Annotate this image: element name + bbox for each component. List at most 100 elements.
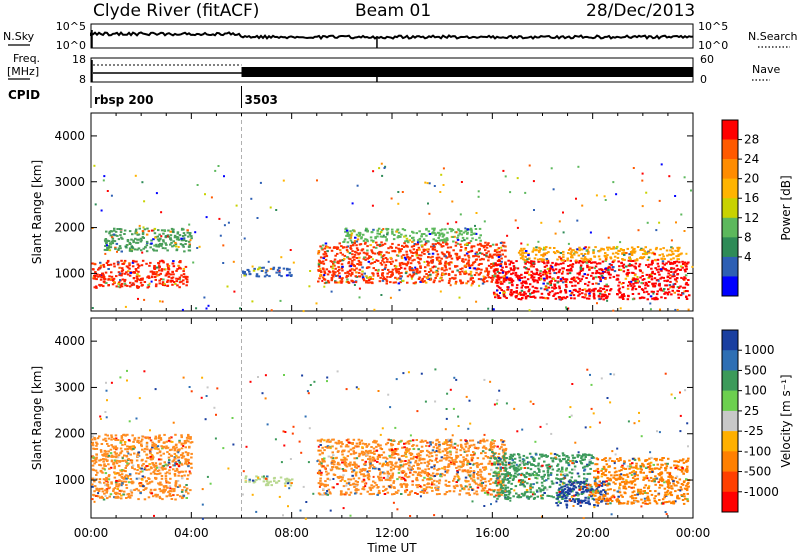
echo-cell	[357, 252, 360, 255]
echo-cell	[387, 463, 390, 466]
echo-cell	[457, 234, 460, 237]
echo-cell	[559, 262, 563, 265]
echo-cell	[673, 271, 676, 274]
echo-cell	[107, 445, 110, 447]
echo-cell	[110, 454, 114, 457]
echo-cell	[100, 274, 104, 276]
echo-cell	[607, 271, 611, 274]
echo-cell	[91, 483, 94, 486]
echo-cell	[467, 254, 470, 257]
echo-cell	[145, 465, 148, 468]
echo-cell	[415, 272, 418, 275]
echo-cell	[334, 441, 337, 444]
echo-cell	[431, 252, 435, 255]
echo-cell	[510, 294, 513, 297]
echo-cell	[533, 257, 537, 260]
echo-cell	[400, 266, 403, 269]
echo-cell	[438, 234, 441, 237]
echo-cell	[352, 482, 356, 485]
echo-cell	[487, 472, 491, 475]
echo-cell	[336, 274, 340, 277]
echo-cell	[431, 259, 435, 261]
echo-cell	[536, 281, 539, 284]
echo-cell	[395, 269, 398, 272]
echo-cell	[608, 293, 611, 296]
echo-cell	[121, 459, 125, 462]
echo-cell	[526, 258, 529, 261]
echo-cell	[417, 448, 420, 451]
echo-cell	[321, 458, 324, 461]
echo-cell	[564, 291, 568, 294]
echo-cell	[585, 277, 588, 279]
echo-cell	[621, 286, 625, 289]
echo-cell	[466, 442, 469, 445]
echo-cell	[372, 441, 375, 443]
echo-cell	[455, 454, 458, 457]
echo-cell	[277, 480, 281, 482]
echo-cell	[355, 240, 359, 243]
echo-cell	[676, 246, 679, 249]
echo-cell	[287, 480, 291, 483]
echo-cell	[344, 272, 347, 275]
echo-cell	[441, 228, 444, 231]
echo-cell	[633, 247, 636, 250]
echo-cell	[490, 493, 493, 496]
echo-cell	[444, 255, 447, 258]
echo-cell	[385, 280, 389, 283]
echo-cell	[599, 290, 603, 293]
echo-cell	[433, 464, 436, 466]
echo-cell	[278, 274, 281, 277]
echo-cell	[660, 289, 663, 292]
echo-cell	[644, 284, 647, 287]
echo-cell	[443, 466, 447, 468]
echo-cell	[515, 286, 519, 289]
echo-cell	[116, 485, 120, 488]
echo-cell	[497, 286, 501, 289]
echo-cell	[671, 262, 675, 265]
echo-cell	[651, 272, 654, 275]
echo-cell	[95, 453, 98, 456]
echo-cell	[564, 284, 568, 286]
echo-cell	[520, 273, 523, 276]
echo-cell	[419, 458, 422, 461]
echo-cell	[121, 477, 124, 479]
echo-cell	[338, 249, 342, 252]
echo-cell	[355, 271, 358, 274]
echo-cell	[465, 485, 469, 488]
echo-cell	[451, 200, 454, 203]
echo-cell	[183, 237, 186, 240]
echo-cell	[621, 258, 625, 261]
echo-cell	[391, 228, 394, 231]
echo-cell	[137, 455, 140, 458]
echo-cell	[540, 254, 543, 257]
echo-cell	[400, 470, 404, 473]
echo-cell	[325, 470, 328, 473]
echo-cell	[492, 265, 495, 268]
echo-cell	[529, 274, 533, 277]
echo-cell	[475, 254, 478, 257]
echo-cell	[422, 492, 426, 494]
echo-cell	[556, 258, 559, 261]
echo-cell	[115, 485, 118, 488]
echo-cell	[425, 273, 428, 275]
echo-cell	[562, 231, 565, 234]
echo-cell	[137, 439, 140, 442]
echo-cell	[558, 296, 561, 298]
echo-cell	[474, 238, 478, 241]
echo-cell	[397, 277, 401, 280]
echo-cell	[625, 265, 628, 268]
echo-cell	[351, 256, 355, 259]
echo-cell	[467, 492, 470, 495]
echo-cell	[660, 276, 664, 279]
echo-cell	[112, 463, 115, 466]
echo-cell	[622, 251, 626, 254]
echo-cell	[147, 496, 151, 499]
echo-cell	[395, 271, 399, 274]
echo-cell	[255, 479, 258, 481]
echo-cell	[141, 278, 144, 281]
echo-cell	[336, 260, 340, 263]
echo-cell	[130, 238, 133, 241]
echo-cell	[665, 284, 669, 287]
echo-cell	[434, 271, 438, 274]
echo-cell	[288, 271, 292, 274]
